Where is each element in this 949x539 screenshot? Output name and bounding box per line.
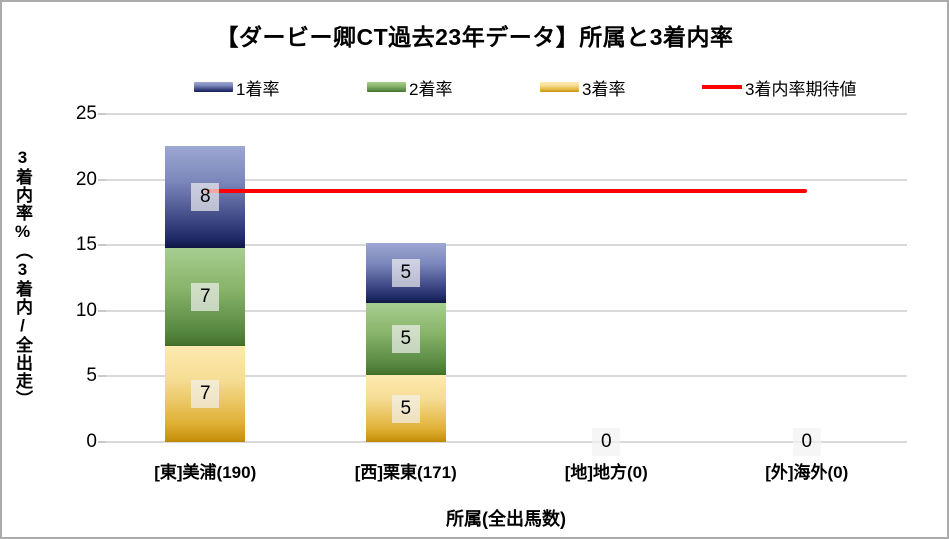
y-axis-title: 3着内率%（3着内/全出走）: [13, 148, 32, 408]
y-tick-mark: [98, 178, 106, 181]
legend-item-2着率: 2着率: [367, 76, 453, 99]
bar-data-label: 5: [391, 394, 420, 423]
y-gridline: [105, 178, 907, 181]
y-gridline: [105, 375, 907, 378]
y-gridline: [105, 244, 907, 247]
chart-title: 【ダービー卿CT過去23年データ】所属と3着内率: [215, 24, 734, 50]
bar-data-label: 8: [191, 182, 220, 211]
y-tick-mark: [98, 309, 106, 312]
y-tick-label: 25: [75, 103, 97, 124]
bar-data-label: 0: [792, 428, 821, 456]
legend-line-icon: [702, 85, 742, 89]
y-tick-label: 15: [75, 234, 97, 256]
legend-item-1着率: 1着率: [194, 76, 280, 99]
plot-area: 7 7 8 5 5 5 0 0: [105, 113, 907, 456]
x-axis-title: 所属(全出馬数): [446, 509, 566, 529]
legend-swatch-icon: [540, 82, 579, 92]
chart-legend: 1着率 2着率 3着率 3着内率期待値: [2, 76, 947, 100]
legend-label: 1着率: [236, 79, 280, 99]
bar-data-label: 7: [191, 380, 220, 409]
y-tick-mark: [98, 113, 106, 115]
bar-data-label: 0: [592, 428, 621, 456]
legend-swatch-icon: [194, 82, 233, 92]
y-tick-mark: [98, 441, 106, 443]
legend-label: 2着率: [409, 79, 453, 99]
legend-item-3着率: 3着率: [540, 76, 626, 99]
legend-swatch-icon: [367, 82, 406, 92]
x-category-label: [外]海外(0): [765, 463, 849, 482]
y-tick-label: 20: [75, 168, 97, 190]
legend-label: 3着内率期待値: [745, 79, 857, 99]
y-tick-label: 5: [86, 365, 97, 387]
y-gridline: [105, 113, 907, 115]
y-tick-mark: [98, 244, 106, 247]
bar-data-label: 5: [391, 258, 420, 287]
x-category-label: [地]地方(0): [564, 463, 648, 482]
y-tick-label: 10: [75, 299, 97, 321]
x-category-label: [西]栗東(171): [354, 463, 457, 482]
expected-value-line: [205, 189, 807, 194]
legend-label: 3着率: [582, 79, 626, 99]
y-gridline: [105, 309, 907, 312]
bar-data-label: 5: [391, 325, 420, 353]
y-tick-mark: [98, 375, 106, 378]
y-gridline: [105, 441, 907, 443]
bar-data-label: 7: [191, 283, 220, 312]
x-category-label: [東]美浦(190): [154, 463, 257, 482]
y-tick-label: 0: [86, 431, 97, 452]
legend-item-3着内率期待値: 3着内率期待値: [702, 76, 857, 99]
